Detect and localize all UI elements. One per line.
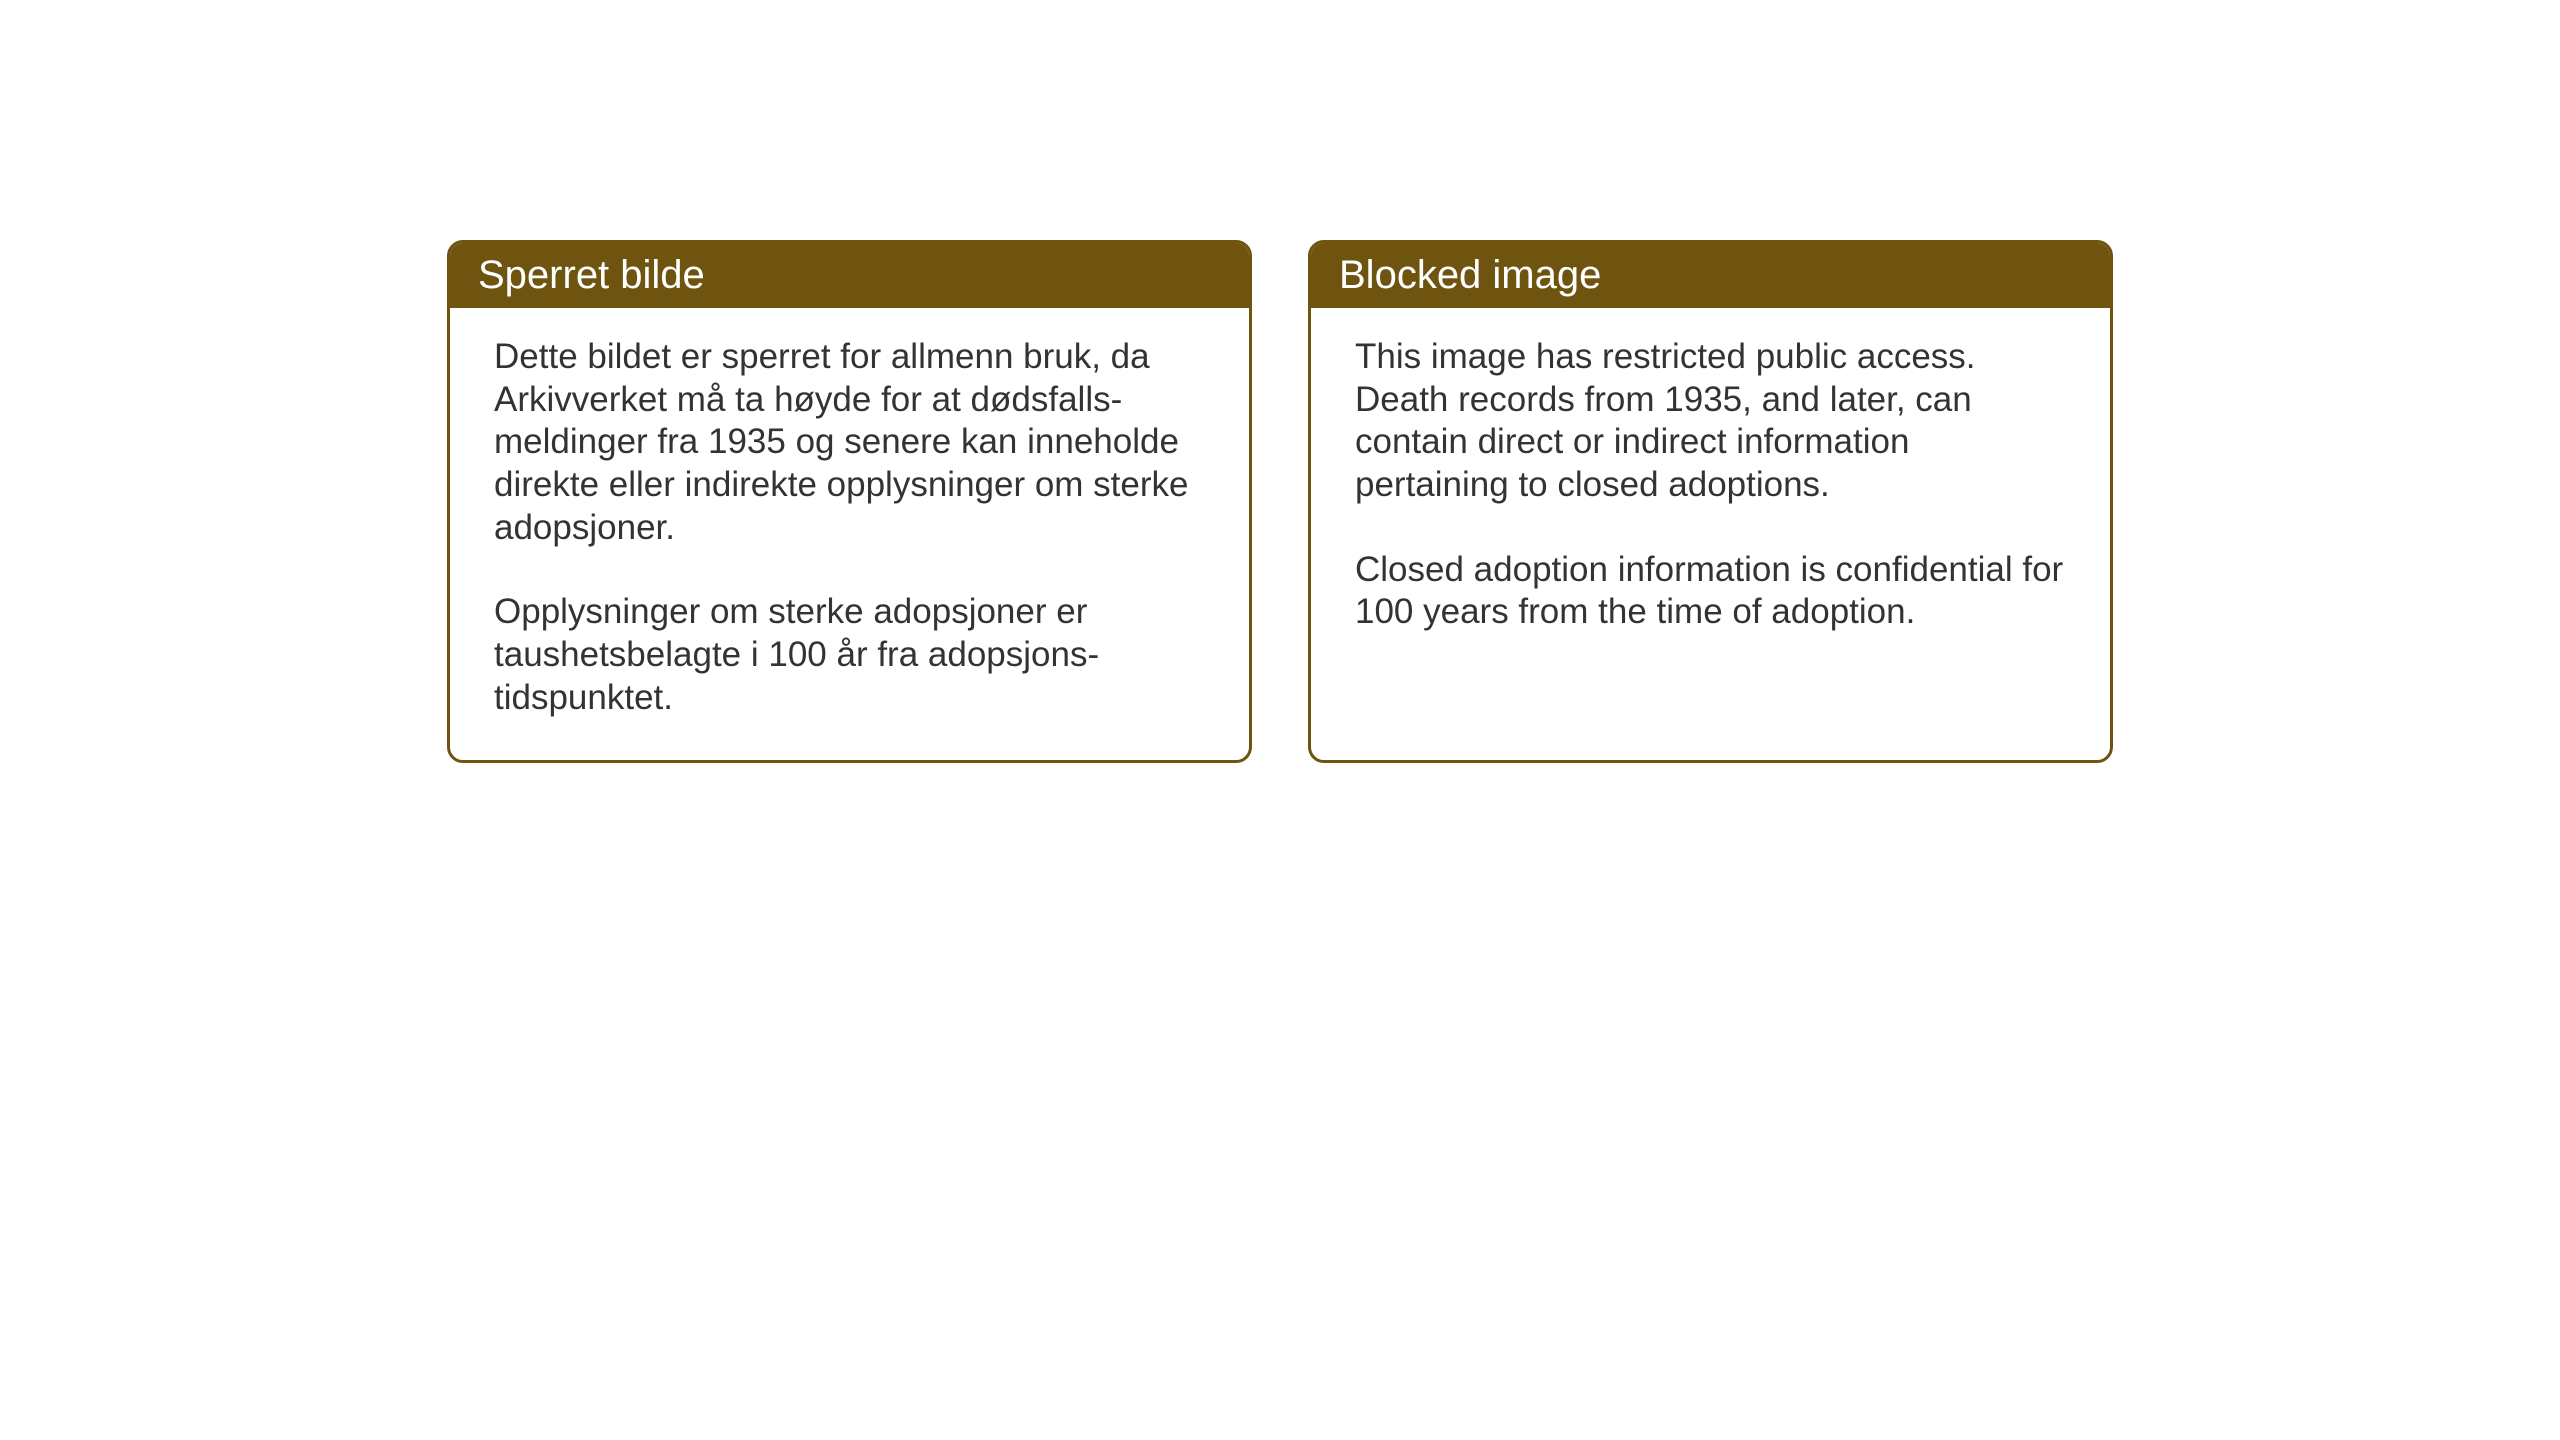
norwegian-card-body: Dette bildet er sperret for allmenn bruk… bbox=[450, 308, 1249, 760]
english-card-body: This image has restricted public access.… bbox=[1311, 308, 2110, 758]
norwegian-notice-card: Sperret bilde Dette bildet er sperret fo… bbox=[447, 240, 1252, 763]
notice-container: Sperret bilde Dette bildet er sperret fo… bbox=[447, 240, 2113, 763]
norwegian-card-title: Sperret bilde bbox=[450, 243, 1249, 308]
norwegian-paragraph-2: Opplysninger om sterke adopsjoner er tau… bbox=[494, 591, 1205, 719]
english-paragraph-1: This image has restricted public access.… bbox=[1355, 336, 2066, 507]
norwegian-paragraph-1: Dette bildet er sperret for allmenn bruk… bbox=[494, 336, 1205, 549]
english-notice-card: Blocked image This image has restricted … bbox=[1308, 240, 2113, 763]
english-paragraph-2: Closed adoption information is confident… bbox=[1355, 549, 2066, 634]
english-card-title: Blocked image bbox=[1311, 243, 2110, 308]
